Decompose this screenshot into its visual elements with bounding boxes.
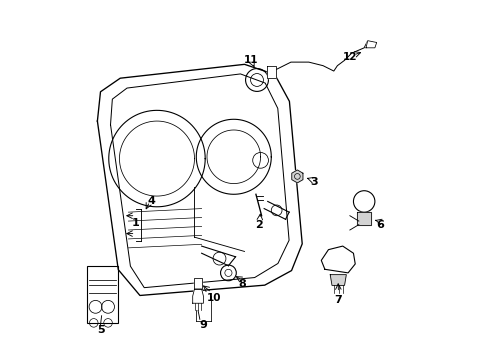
Text: 2: 2 xyxy=(254,220,262,230)
Polygon shape xyxy=(194,278,201,289)
Polygon shape xyxy=(356,212,370,225)
Bar xyxy=(87,266,118,323)
Text: 7: 7 xyxy=(334,295,342,305)
Text: 11: 11 xyxy=(243,55,258,65)
Circle shape xyxy=(220,265,236,281)
Text: 9: 9 xyxy=(199,320,207,330)
Polygon shape xyxy=(291,170,303,183)
Text: 3: 3 xyxy=(310,177,317,187)
Text: 5: 5 xyxy=(97,325,104,335)
Polygon shape xyxy=(266,66,275,78)
Circle shape xyxy=(245,68,268,91)
Text: 8: 8 xyxy=(238,279,246,289)
Polygon shape xyxy=(321,246,354,273)
Text: 4: 4 xyxy=(147,197,155,206)
Polygon shape xyxy=(192,289,203,303)
Text: 1: 1 xyxy=(131,218,139,228)
Circle shape xyxy=(353,191,374,212)
Text: 12: 12 xyxy=(342,52,356,62)
Polygon shape xyxy=(329,275,346,285)
Text: 10: 10 xyxy=(206,293,221,303)
Polygon shape xyxy=(365,41,376,48)
Text: 6: 6 xyxy=(376,220,384,230)
